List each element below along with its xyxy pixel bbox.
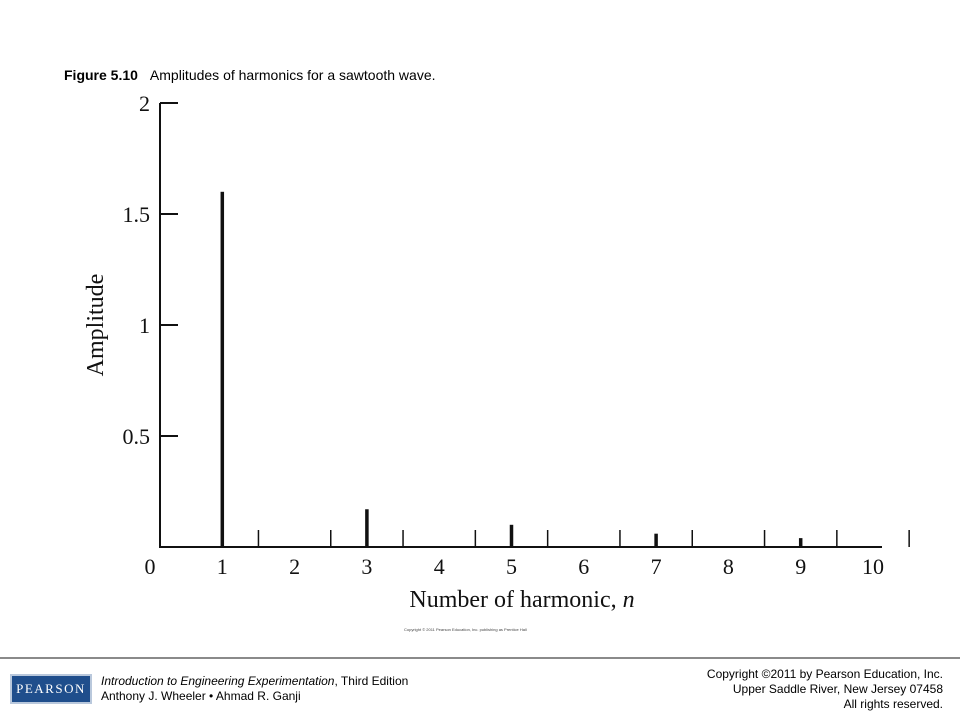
figure-caption-text: Amplitudes of harmonics for a sawtooth w… <box>149 67 436 83</box>
book-title: Introduction to Engineering Experimentat… <box>101 674 335 688</box>
x-tick-label: 7 <box>651 554 662 579</box>
y-tick-label: 0.5 <box>123 424 151 449</box>
x-tick-label: 1 <box>217 554 228 579</box>
x-tick-label: 2 <box>289 554 300 579</box>
harmonic-bar-3 <box>365 509 369 547</box>
x-tick-label: 4 <box>434 554 445 579</box>
copyright-notice: Copyright ©2011 by Pearson Education, In… <box>707 667 943 712</box>
x-axis-label-variable: n <box>623 587 635 613</box>
x-tick-label: 10 <box>862 554 884 579</box>
x-axis-label-text: Number of harmonic, <box>409 587 622 613</box>
y-ticks-group: 0.5 1 1.5 2 <box>123 91 178 449</box>
x-tick-label: 8 <box>723 554 734 579</box>
y-tick-label: 1.5 <box>123 202 151 227</box>
figure-caption: Figure 5.10 Amplitudes of harmonics for a… <box>64 67 436 83</box>
book-edition: , Third Edition <box>334 674 409 688</box>
harmonic-bar-1 <box>220 191 225 548</box>
x-tick-label: 0 <box>145 554 156 579</box>
copyright-line-3: All rights reserved. <box>843 697 943 711</box>
x-tick-label: 5 <box>506 554 517 579</box>
pearson-logo: PEARSON <box>10 674 92 704</box>
harmonic-bar-5 <box>509 524 514 547</box>
x-minor-ticks-group <box>257 530 910 547</box>
y-axis-label: Amplitude <box>83 274 109 377</box>
x-axis-label: Number of harmonic, n <box>409 587 634 613</box>
book-info: Introduction to Engineering Experimentat… <box>101 674 408 704</box>
harmonics-bar-chart: 0.5 1 1.5 2 0 1 2 3 4 5 6 7 8 9 10 Amplitude Number o… <box>83 91 910 613</box>
book-authors: Anthony J. Wheeler • Ahmad R. Ganji <box>101 689 301 703</box>
x-tick-label: 6 <box>578 554 589 579</box>
y-tick-label: 1 <box>139 313 150 338</box>
harmonic-bar-9 <box>798 538 803 547</box>
x-tick-label: 9 <box>795 554 806 579</box>
x-tick-label: 3 <box>361 554 372 579</box>
book-title-line: Introduction to Engineering Experimentat… <box>101 674 408 689</box>
x-tick-labels-group: 0 1 2 3 4 5 6 7 8 9 10 <box>145 554 885 579</box>
copyright-line-2: Upper Saddle River, New Jersey 07458 <box>732 682 943 696</box>
y-tick-label: 2 <box>139 91 150 116</box>
harmonic-bar-7 <box>654 533 658 547</box>
footer-divider <box>0 657 960 659</box>
figure-number: Figure 5.10 <box>64 67 138 83</box>
bars-group <box>220 191 803 548</box>
copyright-line-1: Copyright ©2011 by Pearson Education, In… <box>706 667 943 681</box>
figure-credit: Copyright © 2011 Pearson Education, Inc.… <box>404 627 527 632</box>
